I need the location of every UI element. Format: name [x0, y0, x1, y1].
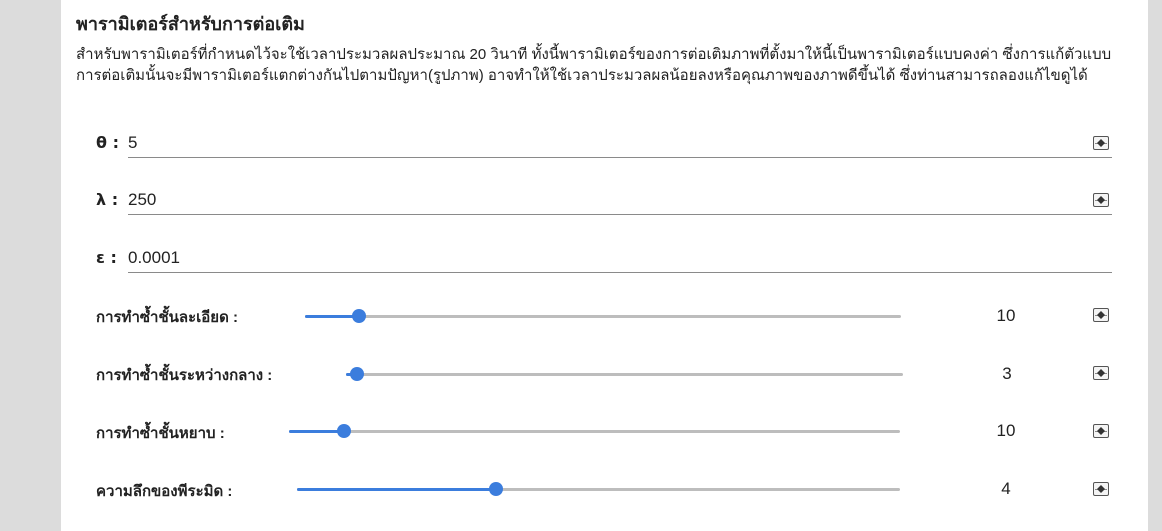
panel-description: สำหรับพารามิเตอร์ที่กำหนดไว้จะใช้เวลาประ…	[76, 46, 1112, 84]
spin-down-icon[interactable]	[1097, 489, 1105, 493]
fine-iterations-spinner[interactable]	[1093, 308, 1109, 322]
pyramid-depth-value: 4	[1001, 479, 1011, 498]
theta-spinner[interactable]	[1093, 136, 1109, 150]
pyramid-depth-spinner[interactable]	[1093, 482, 1109, 496]
lambda-spinner[interactable]	[1093, 193, 1109, 207]
slider-thumb[interactable]	[336, 424, 351, 438]
pyramid-depth-slider[interactable]	[297, 482, 900, 496]
spin-up-icon[interactable]	[1097, 427, 1105, 431]
spin-up-icon[interactable]	[1097, 485, 1105, 489]
fine-iterations-label: การทำซ้ำชั้นละเอียด :	[96, 309, 238, 326]
right-gutter	[1148, 0, 1162, 531]
theta-label: θ :	[96, 133, 119, 152]
spin-down-icon[interactable]	[1097, 431, 1105, 435]
coarse-iterations-slider[interactable]	[289, 424, 900, 438]
coarse-iterations-value: 10	[996, 421, 1016, 440]
coarse-iterations-label: การทำซ้ำชั้นหยาบ :	[96, 425, 225, 442]
medium-iterations-spinner[interactable]	[1093, 366, 1109, 380]
slider-fill	[289, 430, 344, 433]
inpainting-parameters-panel: พารามิเตอร์สำหรับการต่อเติม สำหรับพารามิ…	[61, 0, 1148, 531]
spin-down-icon[interactable]	[1097, 143, 1105, 147]
panel-title: พารามิเตอร์สำหรับการต่อเติม	[76, 14, 305, 34]
spin-down-icon[interactable]	[1097, 200, 1105, 204]
slider-thumb[interactable]	[351, 309, 366, 323]
lambda-label: λ :	[96, 190, 119, 209]
left-gutter	[0, 0, 61, 531]
pyramid-depth-label: ความลึกของพีระมิด :	[96, 483, 233, 500]
slider-thumb[interactable]	[350, 367, 365, 381]
medium-iterations-slider[interactable]	[346, 367, 903, 381]
medium-iterations-value: 3	[1002, 364, 1012, 383]
fine-iterations-slider[interactable]	[305, 309, 901, 323]
spin-up-icon[interactable]	[1097, 369, 1105, 373]
epsilon-label: ε :	[96, 248, 117, 267]
spin-up-icon[interactable]	[1097, 311, 1105, 315]
medium-iterations-label: การทำซ้ำชั้นระหว่างกลาง :	[96, 367, 273, 384]
slider-fill	[297, 488, 496, 491]
slider-fill	[305, 315, 359, 318]
spin-up-icon[interactable]	[1097, 196, 1105, 200]
fine-iterations-value: 10	[996, 306, 1016, 325]
spin-down-icon[interactable]	[1097, 315, 1105, 319]
theta-input[interactable]	[128, 129, 1112, 158]
coarse-iterations-spinner[interactable]	[1093, 424, 1109, 438]
epsilon-input[interactable]	[128, 244, 1112, 273]
slider-thumb[interactable]	[488, 482, 503, 496]
spin-down-icon[interactable]	[1097, 373, 1105, 377]
spin-up-icon[interactable]	[1097, 139, 1105, 143]
lambda-input[interactable]	[128, 186, 1112, 215]
